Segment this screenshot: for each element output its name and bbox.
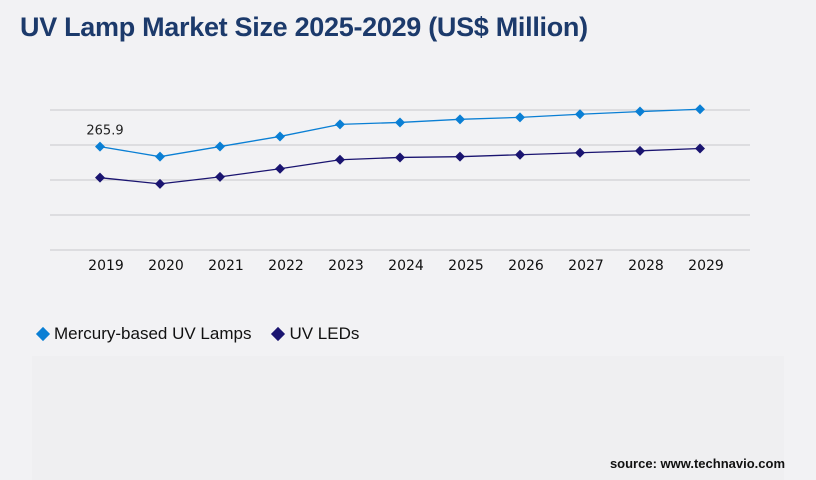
data-label: 265.9 <box>86 124 123 139</box>
data-point <box>635 106 645 117</box>
data-point <box>575 109 585 120</box>
x-tick-label: 2028 <box>628 258 664 274</box>
data-point <box>515 112 525 123</box>
source-credit: source: www.technavio.com <box>609 456 785 471</box>
x-tick-label: 2027 <box>568 258 604 274</box>
legend-marker-icon <box>35 326 51 342</box>
x-tick-label: 2019 <box>88 258 124 274</box>
data-point <box>635 145 645 156</box>
legend-item-mercury: Mercury-based UV Lamps <box>35 324 252 344</box>
data-point <box>395 152 405 163</box>
data-point <box>335 154 345 165</box>
data-point <box>455 114 465 125</box>
data-point <box>155 151 165 162</box>
data-point <box>695 143 705 154</box>
data-point <box>695 104 705 115</box>
x-tick-label: 2020 <box>148 258 184 274</box>
legend-label: UV LEDs <box>289 324 360 343</box>
series-line <box>99 108 701 158</box>
data-point <box>155 178 165 189</box>
legend: Mercury-based UV Lamps UV LEDs <box>35 324 360 344</box>
data-point <box>275 163 285 174</box>
line-chart: 2019 2020 2021 2022 2023 2024 2025 2026 2027 2028… <box>50 104 750 274</box>
data-point <box>335 119 345 130</box>
x-tick-label: 2024 <box>388 258 424 274</box>
chart-title: UV Lamp Market Size 2025-2029 (US$ Milli… <box>20 12 588 42</box>
x-tick-label: 2021 <box>208 258 244 274</box>
x-tick-label: 2026 <box>508 258 544 274</box>
legend-label: Mercury-based UV Lamps <box>54 324 252 343</box>
data-point <box>395 117 405 128</box>
x-tick-label: 2025 <box>448 258 484 274</box>
x-tick-label: 2023 <box>328 258 364 274</box>
background-panel <box>32 356 784 480</box>
data-point <box>275 131 285 142</box>
data-point <box>215 141 225 152</box>
data-point <box>95 141 105 152</box>
legend-item-leds: UV LEDs <box>271 324 360 344</box>
legend-marker-icon <box>271 326 286 342</box>
x-tick-label: 2029 <box>688 258 724 274</box>
data-point <box>215 171 225 182</box>
data-point <box>455 151 465 162</box>
data-point <box>575 147 585 158</box>
data-point <box>95 172 105 183</box>
data-point <box>515 149 525 160</box>
x-tick-label: 2022 <box>268 258 304 274</box>
